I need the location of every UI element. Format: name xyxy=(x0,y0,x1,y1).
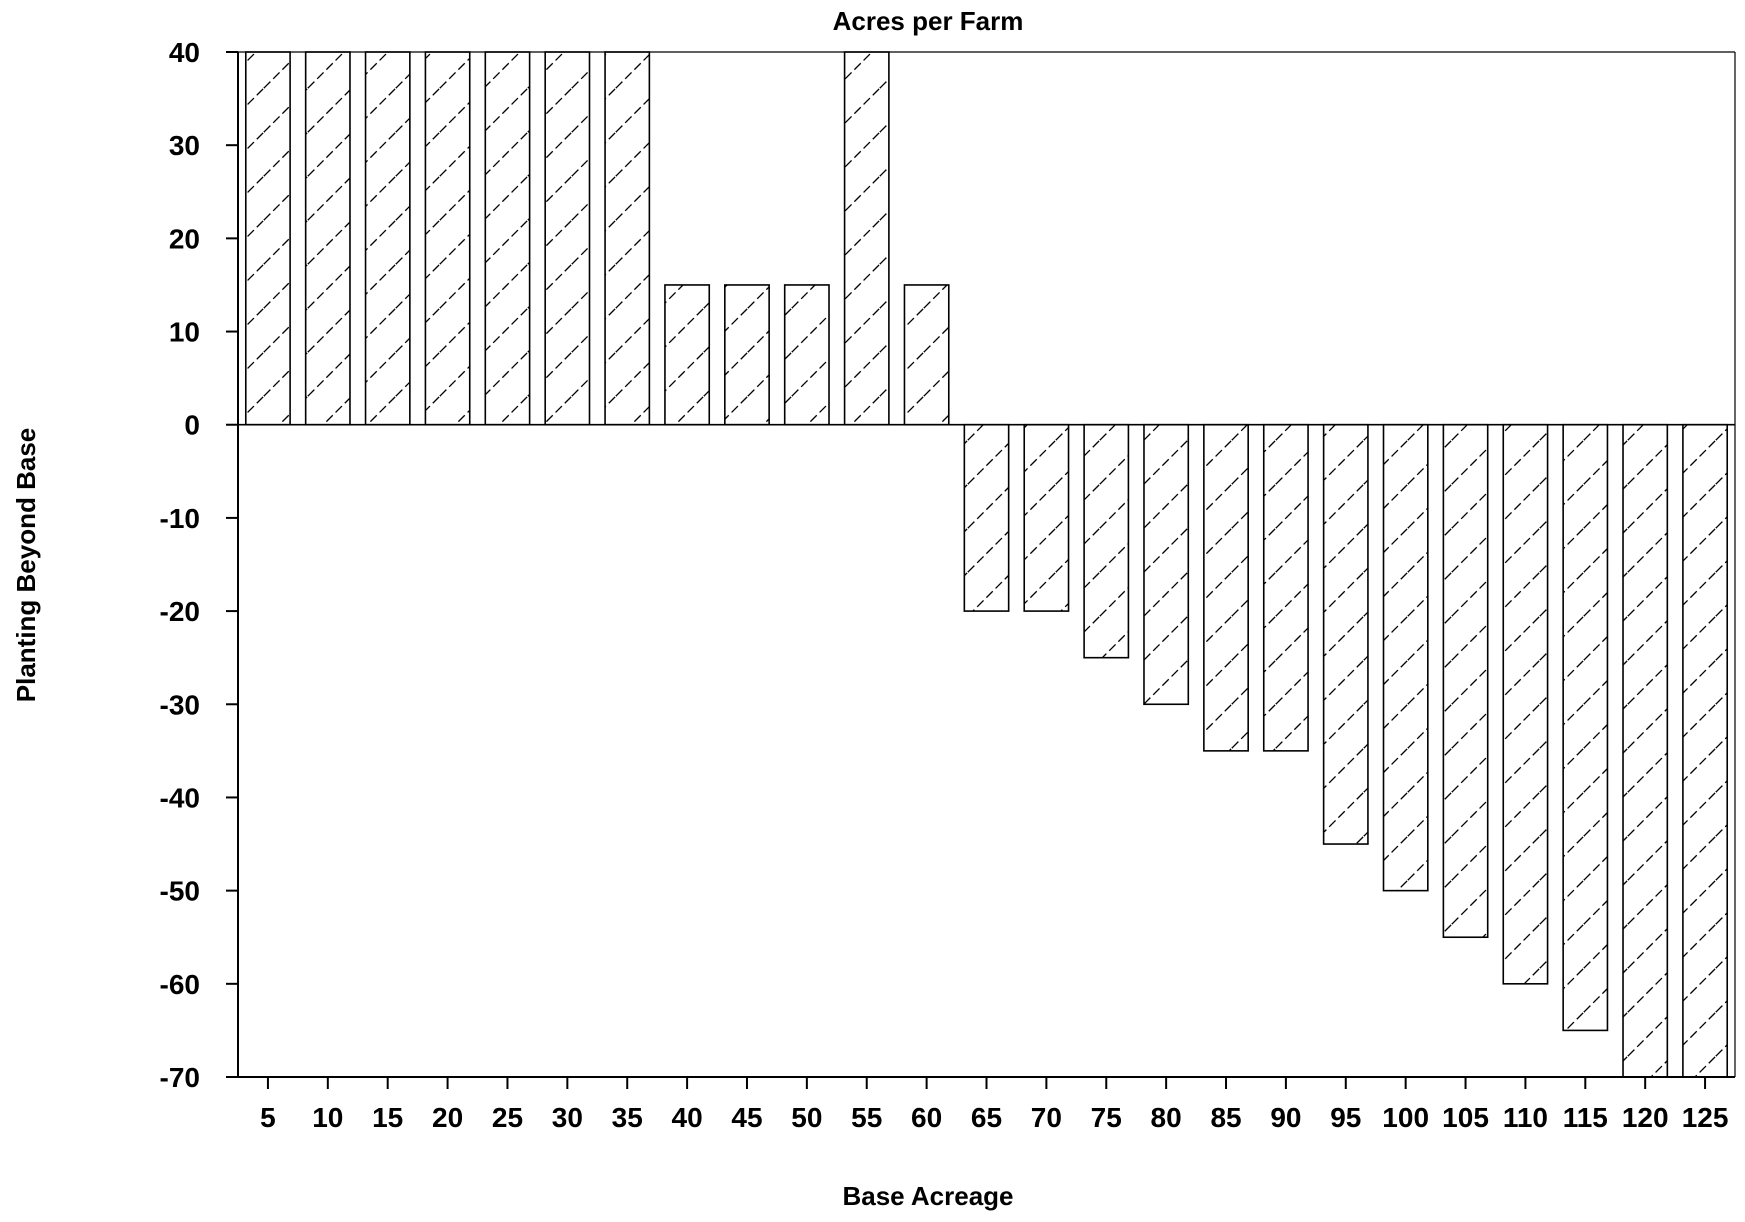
bar xyxy=(1622,423,1669,1078)
bar xyxy=(244,51,291,426)
x-tick-label: 115 xyxy=(1563,1102,1608,1133)
y-tick-label: -20 xyxy=(160,596,200,627)
y-tick-label: -10 xyxy=(160,503,200,534)
x-tick-label: 75 xyxy=(1091,1102,1122,1133)
bar xyxy=(1322,423,1369,845)
chart-title: Acres per Farm xyxy=(833,6,1024,36)
x-tick-label: 125 xyxy=(1682,1102,1729,1133)
x-tick-label: 15 xyxy=(372,1102,403,1133)
bar xyxy=(1382,423,1429,892)
x-tick-label: 40 xyxy=(672,1102,703,1133)
x-tick-label: 30 xyxy=(552,1102,583,1133)
x-tick-label: 20 xyxy=(432,1102,463,1133)
x-tick-label: 60 xyxy=(911,1102,942,1133)
bar xyxy=(424,51,471,426)
y-tick-label: -60 xyxy=(160,969,200,1000)
bar xyxy=(783,284,830,426)
x-axis-title: Base Acreage xyxy=(842,1181,1013,1211)
bar xyxy=(1502,423,1549,985)
x-tick-label: 10 xyxy=(312,1102,343,1133)
y-tick-label: 30 xyxy=(169,130,200,161)
y-tick-label: -50 xyxy=(160,876,200,907)
bar xyxy=(664,284,711,426)
x-tick-label: 80 xyxy=(1151,1102,1182,1133)
bar xyxy=(963,423,1010,612)
bar xyxy=(1682,423,1729,1078)
bar xyxy=(544,51,591,426)
bar xyxy=(1562,423,1609,1032)
y-axis-title: Planting Beyond Base xyxy=(11,428,41,703)
y-tick-label: 40 xyxy=(169,37,200,68)
bar xyxy=(1203,423,1249,752)
bar xyxy=(304,51,351,426)
y-tick-label: -70 xyxy=(160,1062,200,1093)
bar xyxy=(1442,423,1489,939)
x-tick-label: 105 xyxy=(1442,1102,1489,1133)
bar xyxy=(364,51,411,426)
x-tick-label: 65 xyxy=(971,1102,1002,1133)
y-tick-label: -40 xyxy=(160,782,200,813)
y-tick-label: 10 xyxy=(169,317,200,348)
x-tick-label: 120 xyxy=(1622,1102,1669,1133)
y-tick-label: -30 xyxy=(160,689,200,720)
x-tick-label: 5 xyxy=(260,1102,276,1133)
bar xyxy=(1083,423,1130,659)
x-tick-label: 45 xyxy=(731,1102,762,1133)
x-tick-label: 95 xyxy=(1330,1102,1361,1133)
x-tick-label: 55 xyxy=(851,1102,882,1133)
bar xyxy=(1143,423,1190,706)
y-tick-label: 0 xyxy=(184,410,200,441)
bar xyxy=(903,284,950,426)
bar xyxy=(604,51,651,426)
bar xyxy=(843,51,890,426)
x-tick-label: 110 xyxy=(1503,1102,1548,1133)
x-tick-label: 100 xyxy=(1382,1102,1429,1133)
x-tick-label: 35 xyxy=(612,1102,643,1133)
bar xyxy=(484,51,531,426)
x-tick-label: 50 xyxy=(791,1102,822,1133)
y-tick-label: 20 xyxy=(169,223,200,254)
bar xyxy=(1023,423,1070,612)
bar xyxy=(724,284,770,426)
x-tick-label: 85 xyxy=(1210,1102,1241,1133)
x-tick-label: 90 xyxy=(1270,1102,1301,1133)
x-tick-label: 70 xyxy=(1031,1102,1062,1133)
bar xyxy=(1262,423,1309,752)
x-tick-label: 25 xyxy=(492,1102,523,1133)
